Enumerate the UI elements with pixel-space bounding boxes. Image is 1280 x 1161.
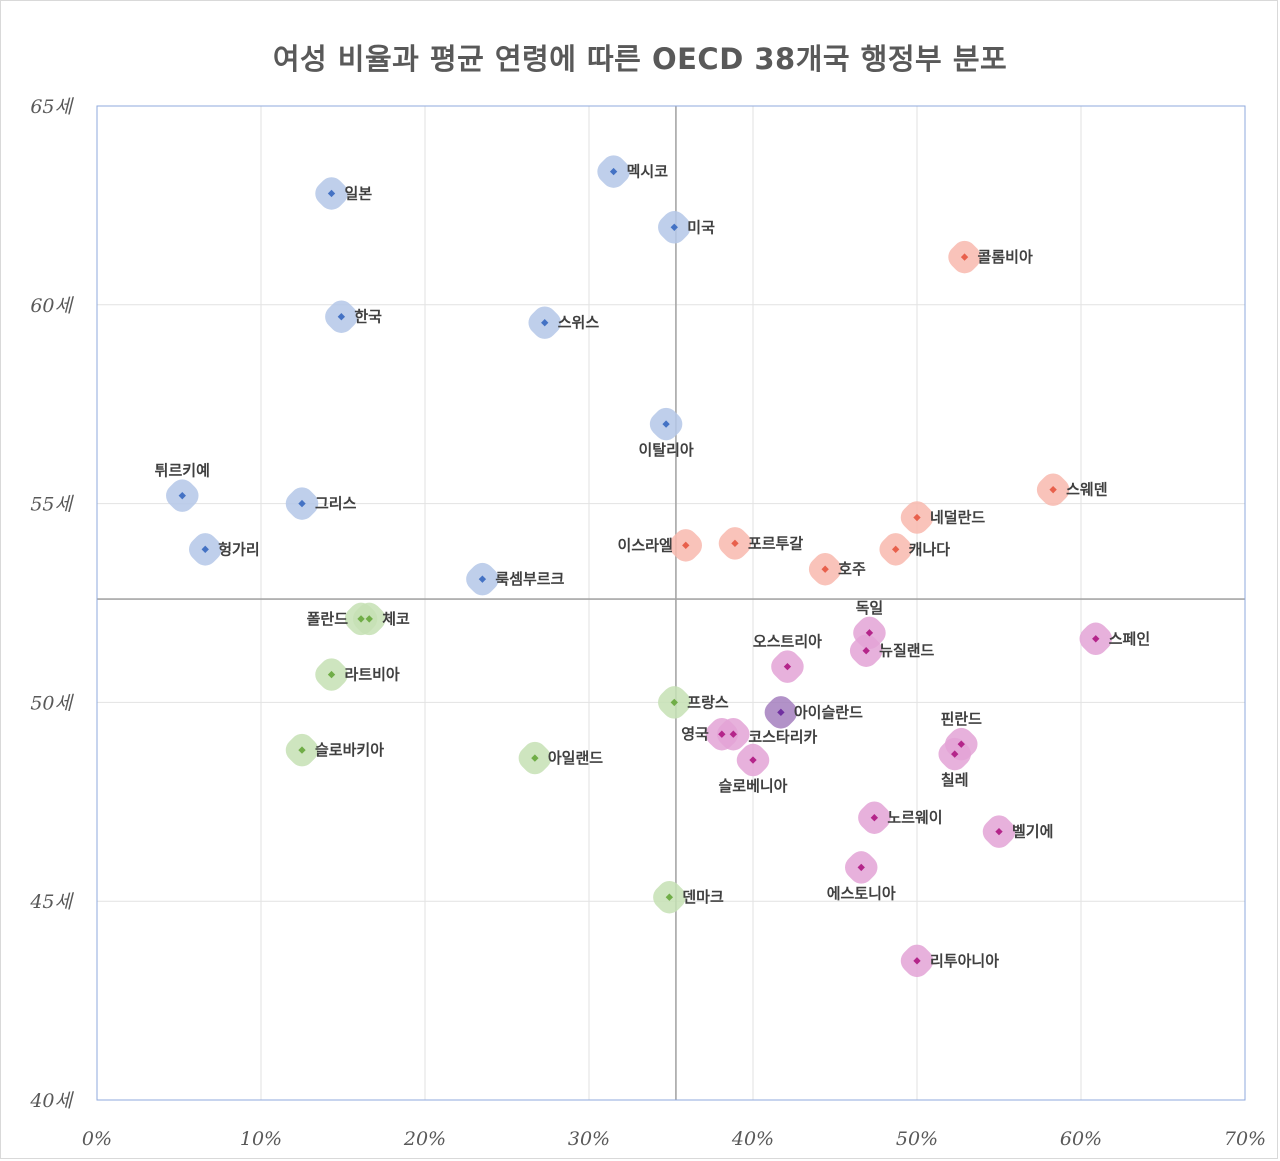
y-tick-label: 40세 [29,1090,74,1112]
point-label: 네덜란드 [930,509,985,527]
point-label: 튀르키예 [155,462,210,480]
point-marker [609,167,618,176]
chart-title: 여성 비율과 평균 연령에 따른 OECD 38개국 행정부 분포 [272,42,1008,76]
point-marker [365,615,373,623]
x-tick-label: 50% [896,1128,938,1150]
point-marker [951,750,959,758]
point-label: 폴란드 [307,610,349,628]
point-label: 스위스 [558,314,600,332]
point-label: 포르투갈 [748,534,803,552]
point-marker [665,893,674,901]
point-halos [166,155,1113,978]
point-marker [892,545,900,554]
point-marker [960,253,969,261]
point-label: 일본 [345,184,373,202]
point-marker [857,863,865,872]
x-tick-label: 20% [403,1128,446,1150]
point-marker [298,499,306,508]
point-marker [1049,486,1057,494]
point-label: 리투아니아 [930,952,999,970]
point-marker [178,491,186,500]
point-label: 코스타리카 [748,728,817,746]
reference-lines [97,106,1245,1100]
point-markers [178,167,1100,965]
point-marker [682,541,690,550]
point-label: 미국 [687,218,715,236]
point-label: 이스라엘 [618,536,673,554]
point-marker [729,730,737,738]
point-marker [957,740,965,748]
point-label: 칠레 [941,771,969,789]
point-marker [821,565,829,573]
point-label: 체코 [382,610,410,628]
y-tick-label: 65세 [30,96,74,118]
x-tick-label: 0% [82,1128,112,1150]
point-label: 한국 [354,308,382,326]
x-tick-label: 40% [731,1128,774,1150]
point-marker [870,814,879,822]
x-tick-label: 10% [240,1128,282,1150]
point-label: 벨기에 [1012,823,1053,841]
point-label: 노르웨이 [887,809,942,827]
point-marker [1092,635,1100,643]
point-label: 뉴질랜드 [879,642,934,660]
point-marker [865,629,874,637]
grid [97,106,1245,1100]
point-marker [731,539,739,548]
point-label: 영국 [681,725,709,743]
point-marker [913,957,921,965]
x-tick-label: 70% [1224,1128,1266,1150]
point-label: 호주 [838,560,866,578]
point-marker [327,670,336,679]
x-tick-label: 60% [1060,1128,1102,1150]
point-label: 프랑스 [687,693,729,711]
y-tick-label: 50세 [30,692,74,714]
point-label: 핀란드 [941,710,983,728]
point-marker [718,730,726,738]
point-label: 룩셈부르크 [495,570,564,588]
axes: 0% 10% 20% 30% 40% 50% 60% 70% 40세 45세 50세 55세 60세 65… [29,96,1266,1150]
point-marker [783,662,792,671]
y-tick-label: 55세 [30,494,74,516]
y-tick-label: 45세 [29,891,74,913]
point-label: 스웨덴 [1066,481,1107,499]
point-label: 이탈리아 [638,441,693,459]
point-label: 멕시코 [627,163,669,181]
point-label: 독일 [856,599,884,617]
point-marker [862,647,870,655]
point-marker [478,575,487,583]
point-label: 헝가리 [218,540,259,558]
point-label: 에스토니아 [827,884,896,902]
point-marker [995,827,1003,836]
point-marker [541,319,549,327]
point-marker [298,746,306,754]
point-label: 오스트리아 [753,633,822,651]
point-label: 덴마크 [682,888,724,906]
point-label: 슬로베니아 [718,777,787,795]
point-label: 스페인 [1109,630,1150,648]
point-label: 콜롬비아 [978,248,1033,266]
point-label: 그리스 [315,495,357,513]
y-tick-label: 60세 [30,295,74,317]
point-label: 아이슬란드 [794,703,863,721]
point-marker [337,313,346,321]
point-marker [357,615,365,623]
point-marker [662,420,670,428]
plot-area-border [96,105,1246,1101]
point-marker [670,223,678,231]
point-marker [531,754,539,762]
point-label: 아일랜드 [548,749,603,767]
point-marker [670,698,678,707]
point-label: 라트비아 [345,666,400,684]
point-label: 슬로바키아 [315,741,384,759]
point-label: 캐나다 [909,540,951,558]
x-tick-label: 30% [568,1128,610,1150]
point-marker [913,513,921,522]
point-marker [777,708,785,717]
point-marker [749,756,757,764]
